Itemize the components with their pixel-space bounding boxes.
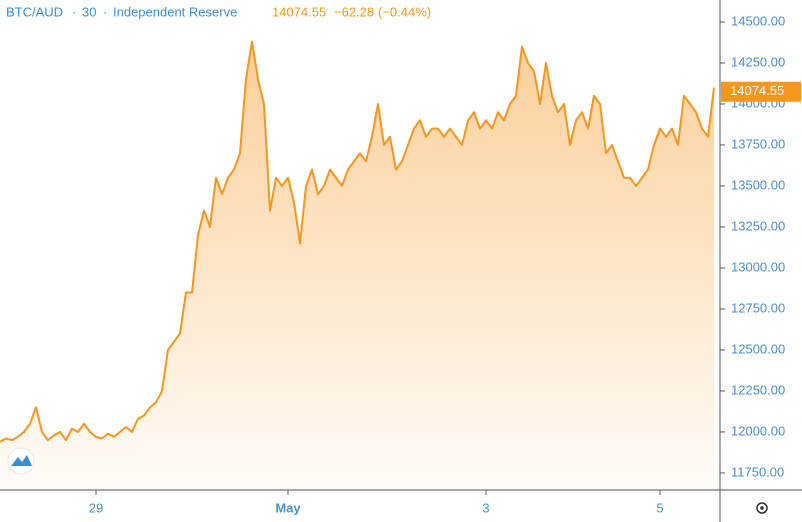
change-percent: (−0.44%) bbox=[378, 4, 431, 19]
separator: · bbox=[72, 4, 76, 19]
logo bbox=[7, 447, 35, 475]
exchange: Independent Reserve bbox=[113, 4, 237, 19]
y-tick-label: 13750.00 bbox=[731, 136, 785, 151]
y-tick-label: 12500.00 bbox=[731, 341, 785, 356]
settings-icon[interactable] bbox=[756, 502, 768, 514]
y-tick-label: 13500.00 bbox=[731, 177, 785, 192]
y-tick-label: 12000.00 bbox=[731, 423, 785, 438]
x-tick-label: 3 bbox=[482, 500, 489, 515]
y-tick-label: 11750.00 bbox=[731, 464, 784, 479]
price-line bbox=[0, 40, 715, 443]
x-tick-label: 5 bbox=[656, 500, 663, 515]
y-tick-label: 13250.00 bbox=[731, 218, 785, 233]
interval: 30 bbox=[82, 4, 96, 19]
y-tick-label: 12750.00 bbox=[731, 300, 785, 315]
y-tick-label: 14500.00 bbox=[731, 13, 785, 28]
symbol: BTC/AUD bbox=[6, 4, 63, 19]
y-tick-label: 13000.00 bbox=[731, 259, 785, 274]
y-tick-label: 12250.00 bbox=[731, 382, 785, 397]
plot-area bbox=[0, 40, 715, 490]
x-tick-label: May bbox=[275, 500, 301, 515]
area-fill bbox=[0, 41, 714, 490]
separator: · bbox=[103, 4, 107, 19]
change: −62.28 bbox=[334, 4, 374, 19]
x-tick-label: 29 bbox=[89, 500, 103, 515]
last-price-label: 14074.55 bbox=[730, 83, 784, 98]
price: 14074.55 bbox=[272, 4, 326, 19]
y-tick-label: 14250.00 bbox=[731, 54, 785, 69]
last-price-badge bbox=[721, 81, 801, 102]
header: BTC/AUD · 30 · Independent Reserve 14074… bbox=[6, 4, 431, 19]
